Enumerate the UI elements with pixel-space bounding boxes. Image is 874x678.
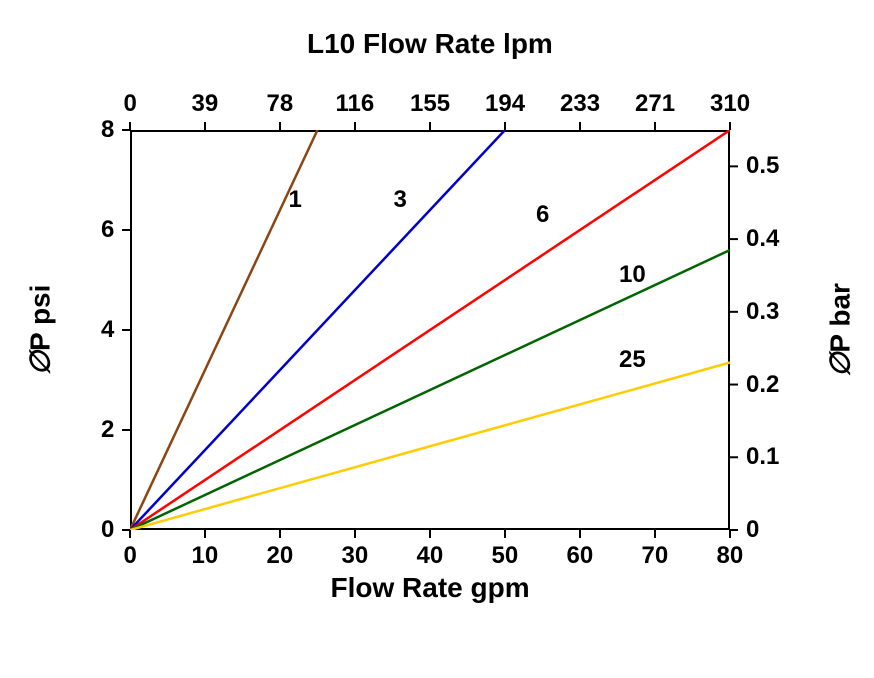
x-top-tick-39: 39 <box>192 90 219 118</box>
series-line-s3 <box>130 130 505 530</box>
y-left-tick-2: 2 <box>101 416 114 444</box>
x-bottom-tick-70: 70 <box>642 542 669 570</box>
y-right-tick-0: 0 <box>746 516 759 544</box>
series-line-s10 <box>130 250 730 530</box>
y-right-tick-0.1: 0.1 <box>746 443 779 471</box>
x-bottom-tick-80: 80 <box>717 542 744 570</box>
series-label-s25: 25 <box>619 346 646 374</box>
y-left-tick-4: 4 <box>101 316 114 344</box>
x-bottom-tick-30: 30 <box>342 542 369 570</box>
y-right-tick-0.3: 0.3 <box>746 298 779 326</box>
x-bottom-tick-20: 20 <box>267 542 294 570</box>
x-top-tick-0: 0 <box>124 90 137 118</box>
series-label-s6: 6 <box>536 201 549 229</box>
y-right-tick-0.4: 0.4 <box>746 225 779 253</box>
y-left-tick-6: 6 <box>101 216 114 244</box>
series-label-s3: 3 <box>394 186 407 214</box>
y-right-label: ∅P bar <box>824 283 857 377</box>
chart-title: L10 Flow Rate lpm <box>307 28 553 60</box>
x-top-tick-271: 271 <box>635 90 675 118</box>
x-bottom-tick-60: 60 <box>567 542 594 570</box>
x-bottom-tick-10: 10 <box>192 542 219 570</box>
x-top-tick-116: 116 <box>336 90 375 118</box>
y-left-tick-0: 0 <box>101 516 114 544</box>
x-top-tick-233: 233 <box>560 90 600 118</box>
x-top-tick-155: 155 <box>410 90 450 118</box>
x-bottom-tick-0: 0 <box>124 542 137 570</box>
x-top-tick-310: 310 <box>710 90 750 118</box>
series-label-s10: 10 <box>619 261 646 289</box>
y-right-tick-0.2: 0.2 <box>746 371 779 399</box>
y-left-tick-8: 8 <box>101 116 114 144</box>
series-label-s1: 1 <box>289 186 302 214</box>
y-left-label: ∅P psi <box>24 285 57 376</box>
x-top-tick-194: 194 <box>485 90 525 118</box>
series-line-s25 <box>130 363 730 531</box>
x-bottom-label: Flow Rate gpm <box>331 572 530 604</box>
series-line-s6 <box>130 130 730 530</box>
x-top-tick-78: 78 <box>267 90 294 118</box>
x-bottom-tick-40: 40 <box>417 542 444 570</box>
x-bottom-tick-50: 50 <box>492 542 519 570</box>
y-right-tick-0.5: 0.5 <box>746 152 779 180</box>
pressure-flow-chart: 01020304050607080Flow Rate gpm0397811615… <box>0 0 874 678</box>
